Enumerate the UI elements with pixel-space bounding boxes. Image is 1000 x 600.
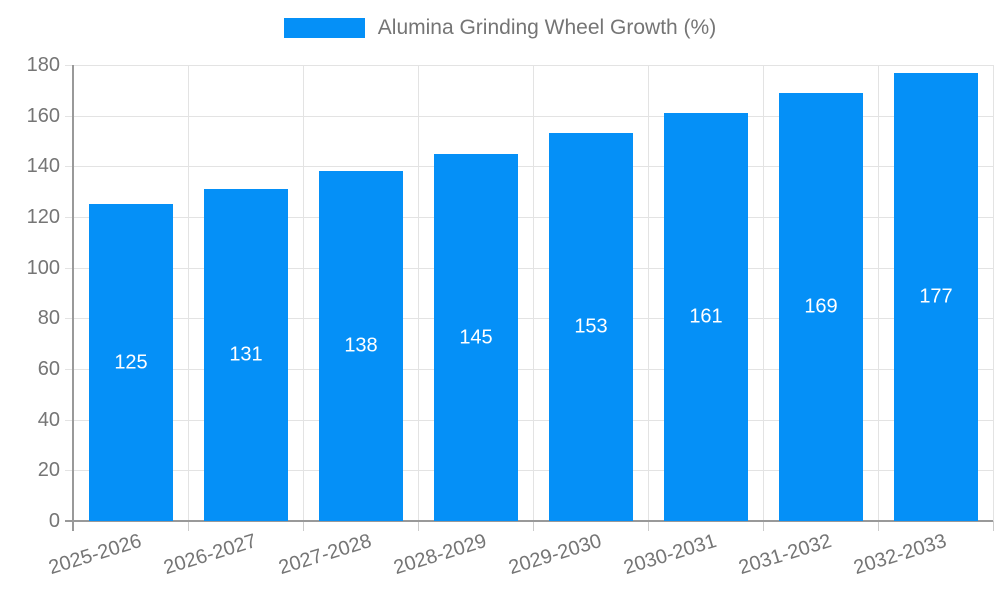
y-gridline — [65, 217, 993, 218]
x-gridline — [648, 65, 649, 521]
x-axis-tick — [303, 521, 304, 531]
bar: 138 — [319, 171, 403, 521]
y-tick-label: 0 — [48, 510, 60, 532]
y-tick-label: 140 — [26, 155, 60, 177]
bar: 153 — [549, 133, 633, 521]
x-tick-label: 2030-2031 — [621, 530, 720, 580]
y-tick-label: 120 — [26, 206, 60, 228]
bar: 145 — [434, 154, 518, 521]
y-tick-label: 80 — [37, 307, 60, 329]
x-tick-label: 2029-2030 — [506, 530, 605, 580]
x-tick-label: 2032-2033 — [851, 530, 950, 580]
y-gridline — [65, 369, 993, 370]
y-gridline — [65, 470, 993, 471]
x-gridline — [188, 65, 189, 521]
x-gridline — [533, 65, 534, 521]
x-tick-label: 2031-2032 — [736, 530, 835, 580]
x-tick-label: 2026-2027 — [161, 530, 260, 580]
legend-label: Alumina Grinding Wheel Growth (%) — [377, 16, 717, 39]
bar-value-label: 138 — [344, 334, 378, 357]
y-axis-line — [72, 65, 74, 531]
y-tick-label: 40 — [37, 409, 60, 431]
x-axis-tick — [648, 521, 649, 531]
x-gridline — [993, 65, 994, 521]
bar: 177 — [894, 73, 978, 521]
y-gridline — [65, 116, 993, 117]
legend-swatch — [283, 18, 365, 38]
bar-value-label: 161 — [689, 305, 723, 328]
y-tick-label: 100 — [26, 257, 60, 279]
x-axis-tick — [533, 521, 534, 531]
bar: 169 — [779, 93, 863, 521]
x-axis-tick — [418, 521, 419, 531]
bar-value-label: 125 — [114, 351, 148, 373]
x-gridline — [878, 65, 879, 521]
x-tick-label: 2028-2029 — [391, 530, 490, 580]
bar: 125 — [89, 204, 173, 521]
y-gridline — [65, 166, 993, 167]
x-gridline — [418, 65, 419, 521]
y-tick-label: 20 — [37, 459, 60, 481]
bar-value-label: 177 — [919, 285, 953, 308]
y-tick-label: 60 — [37, 358, 60, 380]
x-axis-tick — [763, 521, 764, 531]
x-axis-tick — [188, 521, 189, 531]
bar: 131 — [204, 189, 288, 521]
x-axis-tick — [878, 521, 879, 531]
bar-value-label: 145 — [459, 326, 493, 348]
y-tick-label: 160 — [26, 105, 60, 127]
x-tick-label: 2027-2028 — [276, 530, 375, 580]
bar-value-label: 153 — [574, 315, 608, 338]
x-axis-line — [65, 520, 993, 522]
y-tick-label: 180 — [26, 54, 60, 76]
bar-value-label: 169 — [804, 295, 838, 318]
x-tick-label: 2025-2026 — [46, 530, 145, 580]
bar-value-label: 131 — [229, 343, 263, 366]
x-axis-tick — [993, 521, 994, 531]
bar: 161 — [664, 113, 748, 521]
y-gridline — [65, 318, 993, 319]
x-gridline — [303, 65, 304, 521]
y-gridline — [65, 65, 993, 66]
y-gridline — [65, 420, 993, 421]
legend: Alumina Grinding Wheel Growth (%) — [0, 16, 1000, 40]
y-gridline — [65, 268, 993, 269]
x-gridline — [763, 65, 764, 521]
